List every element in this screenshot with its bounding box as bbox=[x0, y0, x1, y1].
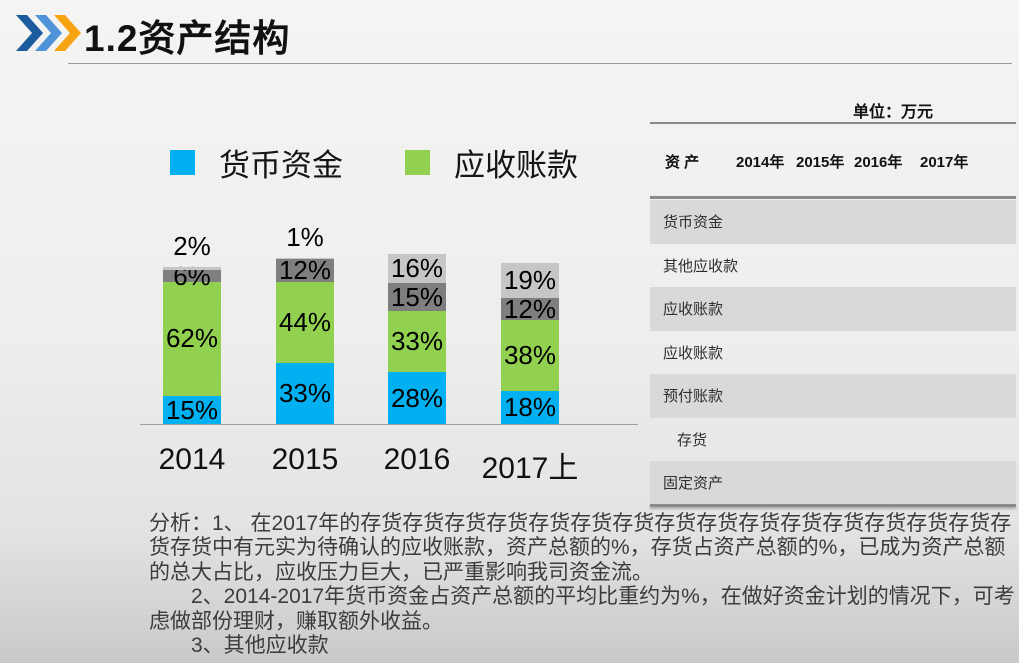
title-divider bbox=[68, 63, 1012, 64]
chevrons-icon bbox=[16, 15, 81, 51]
bar-value-label: 62% bbox=[165, 323, 219, 354]
analysis-paragraph: 2、2014-2017年货币资金占资产总额的平均比重约为%，在做好资金计划的情况… bbox=[149, 585, 1015, 633]
page-title: 1.2资产结构 bbox=[84, 18, 291, 59]
table-row-label: 应收账款 bbox=[663, 301, 724, 319]
table-header-cell: 2016年 bbox=[854, 154, 903, 171]
bar-segment: 15% bbox=[163, 394, 221, 425]
legend-swatch-icon bbox=[405, 150, 430, 175]
legend-swatch-icon bbox=[170, 150, 195, 175]
bar-segment: 33% bbox=[276, 362, 334, 424]
legend-item: 应收账款 bbox=[405, 140, 578, 185]
bar-segment: 33% bbox=[388, 311, 446, 373]
table-header-cell: 2017年 bbox=[920, 154, 969, 171]
bar-value-label: 6% bbox=[173, 260, 211, 291]
table-rows: 货币资金 其他应收款 应收账款 应收账款 预付账款 存货 固定资产 bbox=[650, 200, 1016, 505]
table-row: 存货 bbox=[650, 418, 1016, 462]
table-header-cell: 2015年 bbox=[796, 154, 845, 171]
category-label: 2015 bbox=[271, 443, 339, 476]
bar-segment: 44% bbox=[276, 281, 334, 363]
bar-segment: 6% bbox=[163, 260, 221, 291]
bar-value-label: 1% bbox=[286, 221, 324, 252]
bar-segment bbox=[163, 266, 221, 271]
bar-value-label: 16% bbox=[390, 253, 444, 284]
category-label: 2017上 bbox=[481, 452, 579, 485]
bar-segment: 12% bbox=[501, 293, 559, 324]
chevron-icon bbox=[16, 15, 43, 51]
bar-segment: 12% bbox=[276, 254, 334, 285]
bar-value-label: 19% bbox=[503, 265, 557, 296]
analysis-paragraph: 分析：1、 在2017年的存货存货存货存货存货存货存货存货存货存货存货存货存货存… bbox=[149, 512, 1012, 584]
table-row: 货币资金 bbox=[650, 200, 1016, 244]
legend-label: 货币资金 bbox=[219, 148, 343, 183]
bar-value-label: 38% bbox=[503, 340, 557, 371]
bar-segment: 16% bbox=[388, 253, 446, 284]
bar-segment: 28% bbox=[388, 372, 446, 424]
table-header-border bbox=[650, 196, 1016, 199]
category-label: 2014 bbox=[158, 443, 226, 476]
table-top-border bbox=[650, 122, 1016, 124]
category-labels: 2014 2015 2016 2017上 bbox=[140, 443, 660, 485]
bar-value-label: 12% bbox=[278, 254, 332, 285]
table-header-cell: 资 产 bbox=[665, 154, 700, 171]
table-row: 预付账款 bbox=[650, 374, 1016, 418]
bar-segment: 38% bbox=[501, 320, 559, 391]
bar-segment: 15% bbox=[388, 281, 446, 312]
bar-value-label: 33% bbox=[278, 377, 332, 408]
table-row-label: 其他应收款 bbox=[663, 257, 739, 275]
legend-label: 应收账款 bbox=[454, 148, 578, 183]
bar-value-label: 12% bbox=[503, 293, 557, 324]
table-row-label: 预付账款 bbox=[663, 388, 724, 406]
analysis-paragraph: 3、其他应收款 bbox=[191, 634, 329, 658]
chart-legend: 货币资金 应收账款 bbox=[170, 140, 578, 185]
bar-segment bbox=[276, 257, 334, 260]
table-header-row: 资 产 2014年 2015年 2016年 2017年 bbox=[650, 151, 1016, 171]
legend-item: 货币资金 bbox=[170, 140, 343, 185]
bar-segment: 19% bbox=[501, 263, 559, 299]
table-row-label: 货币资金 bbox=[663, 214, 724, 232]
table-bottom-border bbox=[650, 504, 1016, 507]
table-row: 固定资产 bbox=[650, 461, 1016, 505]
bar-value-label: 18% bbox=[503, 391, 557, 422]
table-row-label: 存货 bbox=[677, 431, 708, 449]
bar-value-label: 15% bbox=[390, 281, 444, 312]
chevron-icon bbox=[35, 15, 62, 51]
bar-segment: 18% bbox=[501, 390, 559, 424]
table-row: 应收账款 bbox=[650, 331, 1016, 375]
category-label: 2016 bbox=[383, 443, 451, 476]
table-row-label: 应收账款 bbox=[663, 344, 724, 362]
bar-value-label: 44% bbox=[278, 306, 332, 337]
x-axis-line bbox=[140, 424, 638, 425]
table-header-cell: 2014年 bbox=[736, 154, 785, 171]
table-row: 其他应收款 bbox=[650, 244, 1016, 288]
bar-value-label: 33% bbox=[390, 326, 444, 357]
table-row: 应收账款 bbox=[650, 287, 1016, 331]
bar-segment: 62% bbox=[163, 281, 221, 397]
chevron-icon bbox=[54, 15, 81, 51]
bar-value-label: 15% bbox=[165, 394, 219, 425]
table-row-label: 固定资产 bbox=[663, 475, 724, 493]
bar-value-label: 28% bbox=[390, 382, 444, 413]
unit-label: 单位：万元 bbox=[853, 104, 934, 121]
stacked-bar-chart: 15% 62% 6% 2% 33% 44% 12% 1% 28% 33% 15% 16% 18% 38% 1… bbox=[140, 210, 640, 425]
analysis-text: 分析：1、 在2017年的存货存货存货存货存货存货存货存货存货存货存货存货存货存… bbox=[149, 512, 1015, 658]
bar-value-label: 2% bbox=[173, 230, 211, 261]
